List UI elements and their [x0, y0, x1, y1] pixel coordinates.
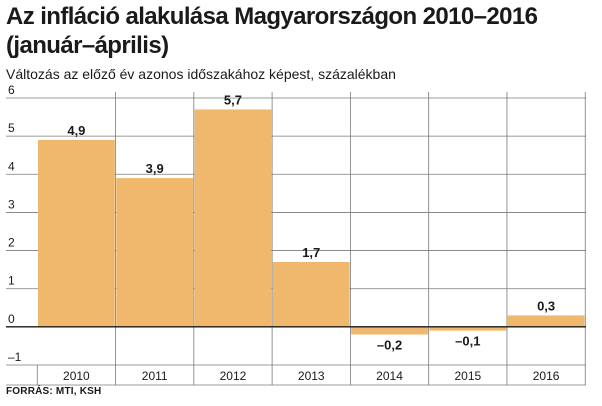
- x-tick-label: 2012: [220, 369, 247, 383]
- chart-title-line1: Az infláció alakulása Magyarországon 201…: [6, 3, 538, 30]
- bars: [38, 109, 585, 335]
- source-note: FORRÁS: MTI, KSH: [6, 386, 102, 397]
- y-tick-label: –1: [8, 350, 22, 364]
- y-tick-label: 1: [8, 274, 15, 288]
- x-tick-label: 2013: [298, 369, 325, 383]
- y-tick-label: 4: [8, 159, 15, 173]
- y-tick-label: 0: [8, 312, 15, 326]
- bar: [38, 139, 115, 327]
- y-tick-label: 5: [8, 121, 15, 135]
- bar-value-label: 0,3: [537, 298, 555, 313]
- bar-value-label: 3,9: [146, 161, 164, 176]
- bar: [272, 262, 350, 327]
- bar: [116, 178, 194, 327]
- axes: 6 5 4 3 2 1 0 –1 2010 2011 2012 2013 2014 2015 2016: [6, 83, 586, 383]
- x-tick-label: 2016: [533, 369, 560, 383]
- x-tick-label: 2014: [376, 369, 403, 383]
- y-tick-label: 3: [8, 197, 15, 211]
- bar-value-label: 5,7: [224, 92, 242, 107]
- bar-value-label: 1,7: [302, 245, 320, 260]
- y-tick-label: 6: [8, 83, 15, 97]
- bar: [194, 109, 272, 327]
- bar: [351, 326, 428, 335]
- bar-value-label: 4,9: [67, 123, 85, 138]
- chart-title: Az infláció alakulása Magyarországon 201…: [6, 2, 596, 60]
- x-tick-label: 2011: [142, 369, 168, 383]
- x-tick-label: 2015: [454, 369, 481, 383]
- bar-value-label: –0,1: [455, 334, 480, 349]
- bar-value-label: –0,2: [377, 337, 402, 352]
- x-tick-label: 2010: [63, 369, 90, 383]
- bar: [429, 326, 507, 331]
- bar: [507, 315, 585, 327]
- chart-title-line2: (január–április): [6, 32, 169, 59]
- value-labels: 4,9 3,9 5,7 1,7 –0,2 –0,1 0,3: [67, 92, 555, 352]
- y-tick-label: 2: [8, 236, 15, 250]
- chart-subtitle: Változás az előző év azonos időszakához …: [6, 66, 396, 82]
